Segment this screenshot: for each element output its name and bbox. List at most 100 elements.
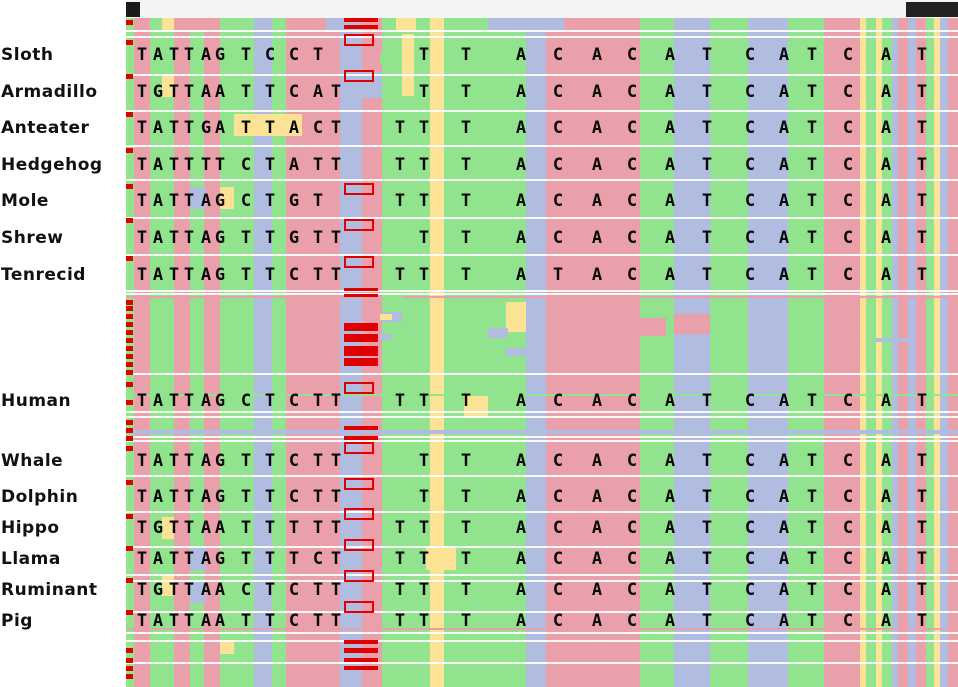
nucleotide-letter[interactable]: C bbox=[240, 155, 252, 175]
nucleotide-letter[interactable]: C bbox=[842, 118, 854, 138]
nucleotide-letter[interactable]: C bbox=[626, 549, 638, 569]
nucleotide-letter[interactable]: G bbox=[152, 580, 164, 600]
nucleotide-letter[interactable]: C bbox=[552, 82, 564, 102]
nucleotide-letter[interactable]: A bbox=[880, 391, 892, 411]
nucleotide-letter[interactable]: C bbox=[552, 518, 564, 538]
nucleotide-letter[interactable]: T bbox=[460, 580, 472, 600]
nucleotide-letter[interactable]: T bbox=[183, 611, 195, 631]
nucleotide-letter[interactable]: T bbox=[264, 580, 276, 600]
nucleotide-letter[interactable]: A bbox=[880, 265, 892, 285]
nucleotide-letter[interactable]: T bbox=[312, 580, 324, 600]
nucleotide-letter[interactable]: A bbox=[515, 549, 527, 569]
nucleotide-letter[interactable]: A bbox=[591, 265, 603, 285]
nucleotide-letter[interactable]: T bbox=[136, 549, 148, 569]
nucleotide-letter[interactable]: A bbox=[880, 611, 892, 631]
nucleotide-letter[interactable]: A bbox=[152, 45, 164, 65]
nucleotide-letter[interactable]: T bbox=[916, 228, 928, 248]
nucleotide-letter[interactable]: C bbox=[744, 611, 756, 631]
nucleotide-letter[interactable]: A bbox=[200, 391, 212, 411]
nucleotide-letter[interactable]: T bbox=[312, 451, 324, 471]
nucleotide-letter[interactable]: T bbox=[806, 155, 818, 175]
nucleotide-letter[interactable]: A bbox=[200, 611, 212, 631]
nucleotide-letter[interactable]: T bbox=[183, 451, 195, 471]
nucleotide-letter[interactable]: T bbox=[312, 45, 324, 65]
nucleotide-letter[interactable]: T bbox=[136, 611, 148, 631]
nucleotide-letter[interactable]: T bbox=[312, 155, 324, 175]
nucleotide-letter[interactable]: T bbox=[806, 118, 818, 138]
nucleotide-letter[interactable]: T bbox=[168, 118, 180, 138]
nucleotide-letter[interactable]: C bbox=[842, 487, 854, 507]
nucleotide-letter[interactable]: T bbox=[136, 45, 148, 65]
nucleotide-letter[interactable]: A bbox=[880, 82, 892, 102]
nucleotide-letter[interactable]: T bbox=[916, 611, 928, 631]
nucleotide-letter[interactable]: T bbox=[312, 487, 324, 507]
nucleotide-letter[interactable]: C bbox=[626, 118, 638, 138]
nucleotide-letter[interactable]: C bbox=[626, 580, 638, 600]
species-label[interactable]: Sloth bbox=[1, 45, 54, 65]
nucleotide-letter[interactable]: T bbox=[806, 228, 818, 248]
nucleotide-letter[interactable]: T bbox=[264, 228, 276, 248]
nucleotide-letter[interactable]: G bbox=[214, 391, 226, 411]
nucleotide-letter[interactable]: T bbox=[240, 228, 252, 248]
nucleotide-letter[interactable]: C bbox=[626, 265, 638, 285]
nucleotide-letter[interactable]: A bbox=[288, 118, 300, 138]
nucleotide-letter[interactable]: A bbox=[778, 549, 790, 569]
nucleotide-letter[interactable]: T bbox=[394, 518, 406, 538]
nucleotide-letter[interactable]: T bbox=[460, 155, 472, 175]
nucleotide-letter[interactable]: T bbox=[312, 265, 324, 285]
nucleotide-letter[interactable]: T bbox=[418, 82, 430, 102]
nucleotide-letter[interactable]: C bbox=[744, 580, 756, 600]
nucleotide-letter[interactable]: A bbox=[152, 191, 164, 211]
nucleotide-letter[interactable]: A bbox=[778, 487, 790, 507]
species-label[interactable]: Anteater bbox=[1, 118, 90, 138]
nucleotide-letter[interactable]: C bbox=[842, 611, 854, 631]
nucleotide-letter[interactable]: T bbox=[916, 391, 928, 411]
nucleotide-letter[interactable]: T bbox=[806, 580, 818, 600]
nucleotide-letter[interactable]: T bbox=[136, 155, 148, 175]
nucleotide-letter[interactable]: T bbox=[136, 265, 148, 285]
nucleotide-letter[interactable]: C bbox=[552, 155, 564, 175]
nucleotide-letter[interactable]: C bbox=[312, 549, 324, 569]
nucleotide-letter[interactable]: A bbox=[664, 611, 676, 631]
nucleotide-letter[interactable]: T bbox=[394, 155, 406, 175]
nucleotide-letter[interactable]: T bbox=[136, 228, 148, 248]
nucleotide-letter[interactable]: T bbox=[701, 451, 713, 471]
nucleotide-letter[interactable]: A bbox=[778, 191, 790, 211]
scroll-thumb-left[interactable] bbox=[126, 2, 140, 17]
nucleotide-letter[interactable]: T bbox=[701, 580, 713, 600]
nucleotide-letter[interactable]: T bbox=[916, 191, 928, 211]
nucleotide-letter[interactable]: T bbox=[330, 549, 342, 569]
nucleotide-letter[interactable]: A bbox=[152, 451, 164, 471]
nucleotide-letter[interactable]: G bbox=[214, 265, 226, 285]
nucleotide-letter[interactable]: A bbox=[200, 265, 212, 285]
nucleotide-letter[interactable]: T bbox=[168, 191, 180, 211]
nucleotide-letter[interactable]: T bbox=[460, 451, 472, 471]
nucleotide-letter[interactable]: A bbox=[778, 118, 790, 138]
nucleotide-letter[interactable]: C bbox=[744, 451, 756, 471]
nucleotide-letter[interactable]: C bbox=[626, 451, 638, 471]
nucleotide-letter[interactable]: T bbox=[168, 45, 180, 65]
nucleotide-letter[interactable]: C bbox=[552, 549, 564, 569]
nucleotide-letter[interactable]: T bbox=[394, 580, 406, 600]
nucleotide-letter[interactable]: A bbox=[214, 82, 226, 102]
nucleotide-letter[interactable]: T bbox=[330, 118, 342, 138]
nucleotide-letter[interactable]: A bbox=[880, 451, 892, 471]
nucleotide-letter[interactable]: T bbox=[806, 191, 818, 211]
nucleotide-letter[interactable]: A bbox=[778, 82, 790, 102]
nucleotide-letter[interactable]: A bbox=[778, 391, 790, 411]
nucleotide-letter[interactable]: C bbox=[288, 611, 300, 631]
nucleotide-letter[interactable]: A bbox=[591, 118, 603, 138]
nucleotide-letter[interactable]: T bbox=[264, 82, 276, 102]
nucleotide-letter[interactable]: T bbox=[418, 487, 430, 507]
nucleotide-letter[interactable]: T bbox=[916, 45, 928, 65]
nucleotide-letter[interactable]: A bbox=[591, 549, 603, 569]
nucleotide-letter[interactable]: T bbox=[240, 82, 252, 102]
nucleotide-letter[interactable]: C bbox=[842, 265, 854, 285]
species-label[interactable]: Human bbox=[1, 391, 72, 411]
nucleotide-letter[interactable]: T bbox=[460, 549, 472, 569]
nucleotide-letter[interactable]: A bbox=[288, 155, 300, 175]
nucleotide-letter[interactable]: A bbox=[880, 549, 892, 569]
nucleotide-letter[interactable]: T bbox=[330, 611, 342, 631]
nucleotide-letter[interactable]: T bbox=[330, 518, 342, 538]
nucleotide-letter[interactable]: A bbox=[152, 487, 164, 507]
